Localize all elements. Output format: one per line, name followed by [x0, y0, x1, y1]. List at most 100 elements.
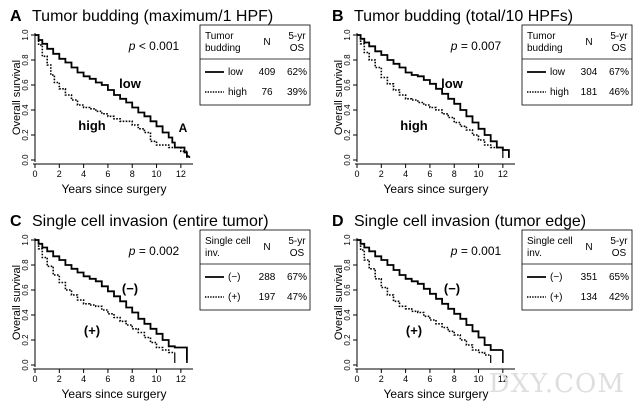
table-cell-n: 288 [259, 272, 276, 283]
x-tick-label: 8 [130, 169, 135, 179]
y-tick-label: 0.6 [21, 284, 30, 296]
table-cell-group: high [550, 87, 569, 98]
x-tick-label: 0 [354, 374, 359, 384]
panel-letter: C [10, 213, 22, 230]
y-tick-label: 0.6 [343, 284, 352, 296]
x-tick-label: 2 [57, 374, 62, 384]
table-cell-group: (+) [550, 292, 563, 303]
x-tick-label: 6 [427, 169, 432, 179]
table-header-line: 5-yr [288, 31, 306, 42]
legend-table: Tumor budding N 5-yr OS low 304 67% high 181 46% [521, 24, 633, 106]
table-cell-os: 46% [609, 87, 629, 98]
curve-label: (+) [406, 323, 422, 338]
watermark: DXY.COM [489, 369, 625, 399]
p-value: p < 0.001 [128, 39, 180, 53]
table-header-line: 5-yr [610, 31, 628, 42]
curve-label: high [400, 118, 427, 133]
curve-label: (−) [444, 281, 460, 296]
y-tick-label: 0.4 [21, 104, 30, 116]
x-tick-label: 6 [105, 374, 110, 384]
table-header-line: budding [205, 43, 241, 54]
survival-curve-solid [35, 34, 190, 158]
table-header-line: budding [527, 43, 563, 54]
y-tick-label: 0.0 [21, 359, 30, 371]
table-header-label: Single cell inv. [205, 236, 251, 259]
x-tick-label: 10 [474, 374, 484, 384]
y-tick-label: 0.6 [343, 79, 352, 91]
table-header-line: OS [612, 43, 627, 54]
y-tick-label: 0.2 [343, 334, 352, 346]
x-tick-label: 8 [452, 374, 457, 384]
table-header-n: N [585, 37, 592, 48]
table-header-n: N [585, 242, 592, 253]
p-symbol: p [450, 39, 458, 53]
survival-curve-solid [357, 34, 510, 158]
table-cell-group: (−) [550, 272, 563, 283]
table-header-n: N [263, 242, 270, 253]
table-cell-os: 62% [287, 67, 307, 78]
table-cell-n: 134 [581, 292, 598, 303]
legend-table: Single cell inv. N 5-yr OS (−) 351 65% (+) 134 42% [521, 229, 633, 311]
panel-d: D Single cell invasion (tumor edge) 0.0 0.2… [332, 213, 633, 401]
panel-b: B Tumor budding (total/10 HPFs) 0.0 0.2 0.4 0… [332, 8, 633, 196]
y-axis-label: Overall survival [11, 60, 23, 135]
p-value: p = 0.007 [450, 39, 502, 53]
table-cell-group: (+) [228, 292, 241, 303]
panel-title: Tumor budding (total/10 HPFs) [354, 8, 573, 25]
survival-curve-dotted [35, 239, 175, 354]
x-tick-label: 4 [403, 374, 408, 384]
x-tick-label: 0 [32, 374, 37, 384]
panel-title: Single cell invasion (entire tumor) [32, 213, 269, 230]
y-tick-label: 0.0 [21, 154, 30, 166]
table-cell-group: (−) [228, 272, 241, 283]
x-tick-label: 10 [152, 374, 162, 384]
table-header-line: Single cell [205, 236, 251, 247]
table-header-line: Single cell [527, 236, 573, 247]
x-axis-label: Years since surgery [62, 387, 167, 401]
table-cell-os: 47% [287, 292, 307, 303]
x-tick-label: 2 [379, 374, 384, 384]
panel-title: Single cell invasion (tumor edge) [354, 213, 586, 230]
table-cell-os: 39% [287, 87, 307, 98]
x-axis-label: Years since surgery [384, 387, 489, 401]
table-cell-os: 42% [609, 292, 629, 303]
x-tick-label: 12 [176, 374, 186, 384]
y-tick-label: 0.8 [343, 54, 352, 66]
x-tick-label: 8 [130, 374, 135, 384]
table-header-line: OS [612, 248, 627, 259]
x-tick-label: 6 [427, 374, 432, 384]
y-axis-label: Overall survival [333, 60, 345, 135]
y-tick-label: 0.8 [21, 54, 30, 66]
table-header-line: inv. [205, 248, 220, 259]
table-cell-os: 67% [287, 272, 307, 283]
panel-letter: D [332, 213, 344, 230]
y-tick-label: 1.0 [343, 29, 352, 41]
table-header-n: N [263, 37, 270, 48]
y-tick-label: 0.8 [21, 259, 30, 271]
x-tick-label: 8 [452, 169, 457, 179]
table-header-line: 5-yr [288, 236, 306, 247]
survival-curve-solid [357, 239, 503, 351]
y-tick-label: 0.0 [343, 359, 352, 371]
y-tick-label: 1.0 [343, 234, 352, 246]
table-header-os: 5-yr OS [288, 31, 306, 54]
panel-letter: A [10, 8, 22, 25]
legend-table: Tumor budding N 5-yr OS low 409 62% high 76 39% [199, 24, 311, 106]
table-header-label: Tumor budding [205, 31, 241, 54]
x-tick-label: 6 [105, 169, 110, 179]
table-cell-os: 65% [609, 272, 629, 283]
y-tick-label: 0.0 [343, 154, 352, 166]
curve-annotation: A [179, 121, 188, 135]
table-cell-n: 351 [581, 272, 598, 283]
table-header-line: inv. [527, 248, 542, 259]
x-tick-label: 0 [354, 169, 359, 179]
x-tick-label: 2 [379, 169, 384, 179]
x-tick-label: 4 [81, 169, 86, 179]
table-header-line: 5-yr [610, 236, 628, 247]
y-axis-label: Overall survival [333, 265, 345, 340]
table-header-label: Tumor budding [527, 31, 563, 54]
x-tick-label: 4 [403, 169, 408, 179]
curve-label: low [441, 76, 464, 91]
curve-label: high [78, 118, 105, 133]
y-tick-label: 1.0 [21, 29, 30, 41]
